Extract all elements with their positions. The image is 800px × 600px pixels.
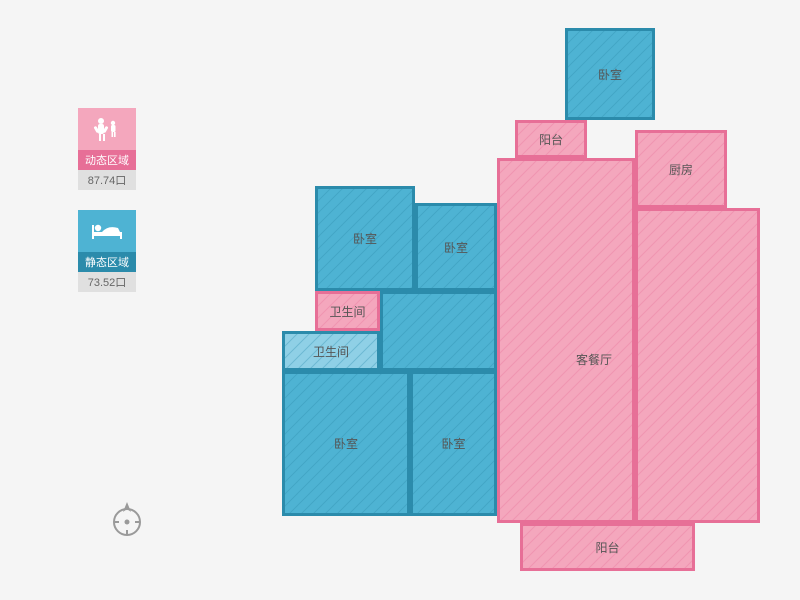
room-label-bedroom-bl: 卧室	[334, 435, 358, 452]
room-balcony-bottom: 阳台	[520, 523, 695, 571]
legend-dynamic-label-text: 动态区域	[85, 152, 129, 168]
room-bedroom-top: 卧室	[565, 28, 655, 120]
room-label-bath-pink: 卫生间	[329, 303, 365, 320]
legend-dynamic-value: 87.74口	[78, 170, 136, 190]
room-label-bedroom-ul: 卧室	[353, 230, 377, 247]
legend-static-label: 静态区域	[78, 252, 136, 272]
room-bedroom-br: 卧室	[410, 371, 497, 516]
door-gap-2	[315, 525, 345, 545]
legend-static: 静态区域 73.52口	[78, 210, 136, 292]
room-label-living: 客餐厅	[576, 351, 612, 368]
room-corridor	[380, 291, 497, 371]
door-gap-1	[440, 158, 470, 186]
room-label-bedroom-top: 卧室	[598, 66, 622, 83]
legend-static-value: 73.52口	[78, 272, 136, 292]
legend-static-value-text: 73.52口	[88, 274, 127, 290]
room-living-ext	[635, 208, 760, 523]
room-label-bedroom-ur: 卧室	[444, 239, 468, 256]
compass-icon	[110, 500, 144, 543]
bed-icon	[78, 210, 136, 252]
room-bedroom-ul: 卧室	[315, 186, 415, 291]
floorplan: 卧室阳台厨房客餐厅卧室卧室卫生间卫生间卧室卧室阳台	[275, 28, 775, 588]
room-balcony-top: 阳台	[515, 120, 587, 158]
door-gap-0	[365, 158, 395, 186]
room-bedroom-bl: 卧室	[282, 371, 410, 516]
legend-dynamic-label: 动态区域	[78, 150, 136, 170]
room-label-bath-blue: 卫生间	[313, 343, 349, 360]
room-label-balcony-bottom: 阳台	[595, 539, 619, 556]
legend-dynamic: 动态区域 87.74口	[78, 108, 136, 190]
room-bath-pink: 卫生间	[315, 291, 380, 331]
legend-dynamic-value-text: 87.74口	[88, 172, 127, 188]
people-icon	[78, 108, 136, 150]
room-bedroom-ur: 卧室	[415, 203, 497, 291]
room-bath-blue: 卫生间	[282, 331, 380, 371]
room-label-bedroom-br: 卧室	[441, 435, 465, 452]
legend-static-label-text: 静态区域	[85, 254, 129, 270]
room-kitchen: 厨房	[635, 130, 727, 208]
room-label-kitchen: 厨房	[669, 161, 693, 178]
room-living: 客餐厅	[497, 158, 635, 523]
room-label-balcony-top: 阳台	[539, 131, 563, 148]
door-gap-4	[550, 576, 630, 588]
legend: 动态区域 87.74口 静态区域 73.52口	[78, 108, 136, 312]
door-gap-3	[397, 525, 427, 545]
